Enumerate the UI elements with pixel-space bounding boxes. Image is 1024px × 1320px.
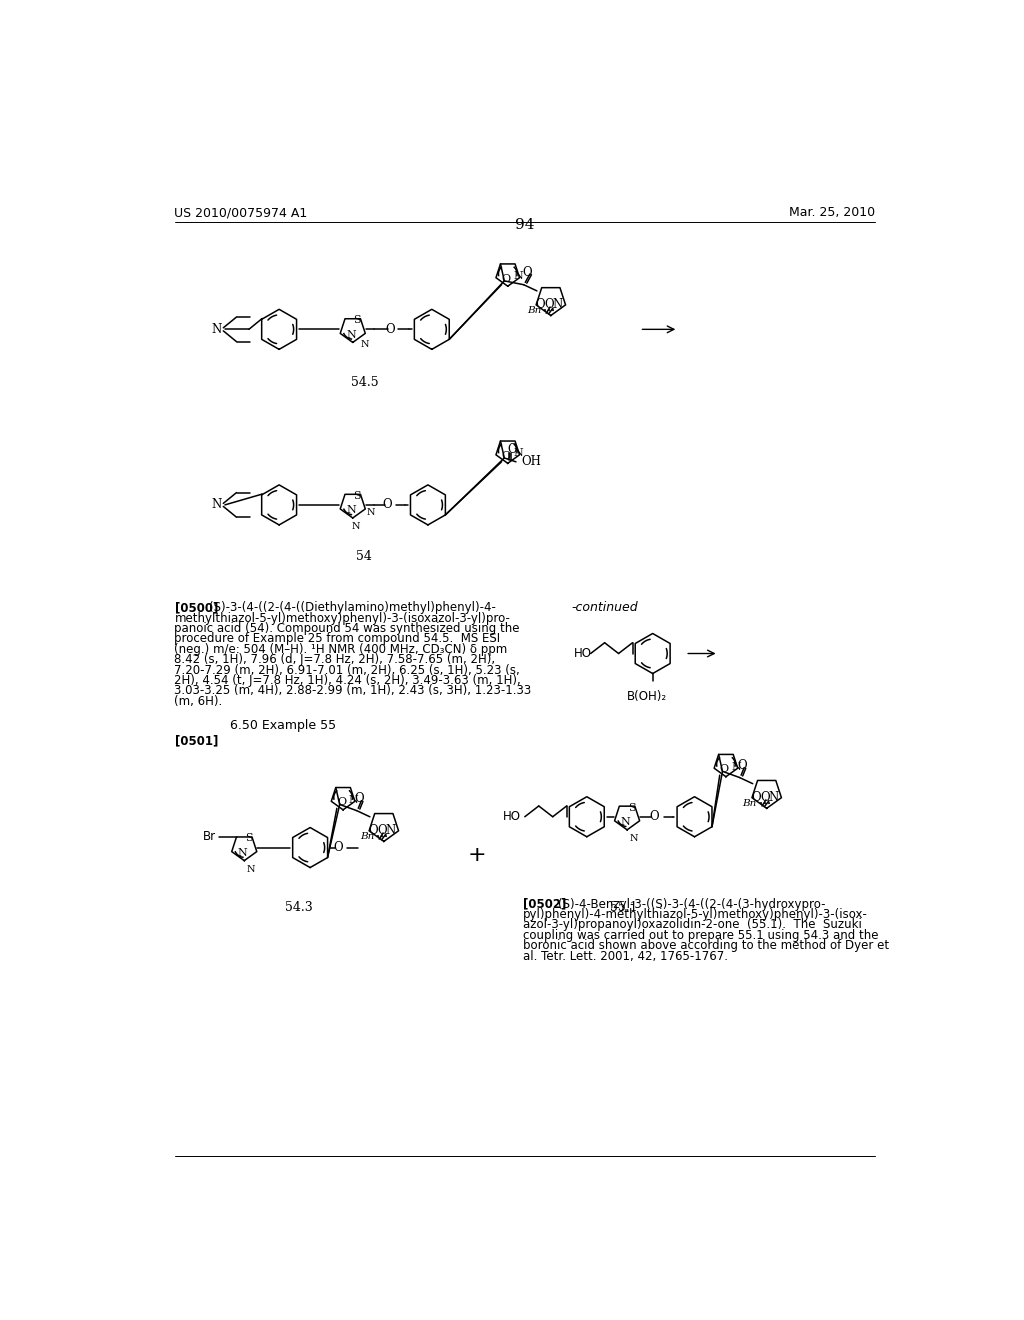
Text: N: N: [247, 865, 255, 874]
Text: B(OH)₂: B(OH)₂: [627, 690, 667, 704]
Text: 3.03-3.25 (m, 4H), 2.88-2.99 (m, 1H), 2.43 (s, 3H), 1.23-1.33: 3.03-3.25 (m, 4H), 2.88-2.99 (m, 1H), 2.…: [174, 684, 531, 697]
Text: Bn: Bn: [742, 799, 757, 808]
Text: O: O: [502, 273, 511, 284]
Text: O: O: [333, 841, 343, 854]
Text: 7.20-7.29 (m, 2H), 6.91-7.01 (m, 2H), 6.25 (s, 1H), 5.23 (s,: 7.20-7.29 (m, 2H), 6.91-7.01 (m, 2H), 6.…: [174, 664, 520, 677]
Text: +: +: [467, 845, 486, 865]
Text: N: N: [553, 298, 563, 312]
Text: O: O: [369, 824, 378, 837]
Text: HO: HO: [503, 810, 521, 824]
Text: N: N: [630, 834, 638, 842]
Text: •••: •••: [759, 800, 771, 808]
Text: boronic acid shown above according to the method of Dyer et: boronic acid shown above according to th…: [523, 940, 890, 952]
Text: N: N: [346, 506, 356, 515]
Text: O: O: [385, 323, 395, 335]
Text: Bn: Bn: [526, 306, 541, 315]
Text: [0500]: [0500]: [174, 601, 218, 614]
Text: N: N: [346, 330, 356, 339]
Text: (m, 6H).: (m, 6H).: [174, 694, 223, 708]
Text: O: O: [337, 797, 346, 807]
Text: N: N: [513, 271, 523, 281]
Text: S: S: [353, 315, 361, 325]
Text: Br: Br: [203, 830, 216, 843]
Text: S: S: [628, 803, 636, 813]
Text: azol-3-yl)propanoyl)oxazolidin-2-one  (55.1).  The  Suzuki: azol-3-yl)propanoyl)oxazolidin-2-one (55…: [523, 919, 862, 932]
Text: (S)-4-Benzyl-3-((S)-3-(4-((2-(4-(3-hydroxypro-: (S)-4-Benzyl-3-((S)-3-(4-((2-(4-(3-hydro…: [558, 898, 825, 911]
Text: N: N: [731, 762, 741, 772]
Text: S: S: [353, 491, 361, 500]
Text: O: O: [737, 759, 746, 772]
Text: S: S: [245, 833, 253, 843]
Text: O: O: [523, 265, 532, 279]
Text: 94: 94: [515, 218, 535, 232]
Text: O: O: [354, 792, 364, 805]
Text: coupling was carried out to prepare 55.1 using 54.3 and the: coupling was carried out to prepare 55.1…: [523, 929, 879, 941]
Text: N: N: [386, 824, 396, 837]
Text: [0501]: [0501]: [174, 734, 218, 747]
Text: O: O: [378, 824, 387, 837]
Text: O: O: [720, 764, 729, 774]
Text: Mar. 25, 2010: Mar. 25, 2010: [788, 206, 876, 219]
Text: 6.50 Example 55: 6.50 Example 55: [230, 719, 336, 733]
Text: N: N: [348, 795, 358, 805]
Text: N: N: [367, 508, 376, 517]
Text: methylthiazol-5-yl)methoxy)phenyl)-3-(isoxazol-3-yl)pro-: methylthiazol-5-yl)methoxy)phenyl)-3-(is…: [174, 611, 510, 624]
Text: O: O: [502, 450, 511, 461]
Text: N: N: [351, 521, 360, 531]
Text: 54.3: 54.3: [285, 902, 312, 915]
Text: N: N: [769, 791, 779, 804]
Text: 54.5: 54.5: [350, 376, 378, 388]
Text: •••: •••: [543, 308, 555, 315]
Text: -continued: -continued: [571, 601, 638, 614]
Text: al. Tetr. Lett. 2001, 42, 1765-1767.: al. Tetr. Lett. 2001, 42, 1765-1767.: [523, 949, 728, 962]
Text: O: O: [751, 791, 761, 804]
Text: pyl)phenyl)-4-methylthiazol-5-yl)methoxy)phenyl)-3-(isox-: pyl)phenyl)-4-methylthiazol-5-yl)methoxy…: [523, 908, 868, 921]
Text: O: O: [536, 298, 545, 312]
Text: N: N: [211, 323, 221, 335]
Text: O: O: [383, 499, 392, 511]
Text: 55.1: 55.1: [610, 902, 638, 915]
Text: N: N: [238, 847, 248, 858]
Text: (neg.) m/e: 504 (M–H). ¹H NMR (400 MHz, CD₃CN) δ ppm: (neg.) m/e: 504 (M–H). ¹H NMR (400 MHz, …: [174, 643, 508, 656]
Text: Bn: Bn: [359, 833, 374, 841]
Text: 54: 54: [356, 549, 373, 562]
Text: US 2010/0075974 A1: US 2010/0075974 A1: [174, 206, 308, 219]
Text: N: N: [513, 449, 523, 458]
Text: [0502]: [0502]: [523, 898, 566, 911]
Text: 2H), 4.54 (t, J=7.8 Hz, 1H), 4.24 (s, 2H), 3.49-3.63 (m, 1H),: 2H), 4.54 (t, J=7.8 Hz, 1H), 4.24 (s, 2H…: [174, 675, 521, 686]
Text: 8.42 (s, 1H), 7.96 (d, J=7.8 Hz, 2H), 7.58-7.65 (m, 2H),: 8.42 (s, 1H), 7.96 (d, J=7.8 Hz, 2H), 7.…: [174, 653, 496, 667]
Text: procedure of Example 25 from compound 54.5.  MS ESI: procedure of Example 25 from compound 54…: [174, 632, 501, 645]
Text: O: O: [545, 298, 554, 312]
Text: O: O: [761, 791, 770, 804]
Text: O: O: [649, 810, 659, 824]
Text: (S)-3-(4-((2-(4-((Diethylamino)methyl)phenyl)-4-: (S)-3-(4-((2-(4-((Diethylamino)methyl)ph…: [209, 601, 497, 614]
Text: N: N: [211, 499, 221, 511]
Text: O: O: [507, 444, 517, 455]
Text: N: N: [361, 339, 370, 348]
Text: panoic acid (54). Compound 54 was synthesized using the: panoic acid (54). Compound 54 was synthe…: [174, 622, 520, 635]
Text: HO: HO: [573, 647, 592, 660]
Text: OH: OH: [521, 455, 542, 469]
Text: N: N: [621, 817, 631, 828]
Text: •••: •••: [376, 833, 388, 841]
